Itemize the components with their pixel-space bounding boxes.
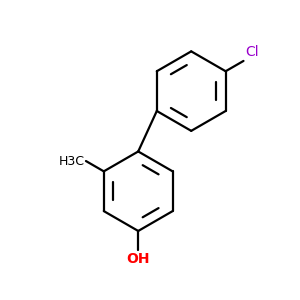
Text: Cl: Cl (245, 46, 259, 59)
Text: H3C: H3C (58, 154, 85, 167)
Text: OH: OH (127, 253, 150, 266)
